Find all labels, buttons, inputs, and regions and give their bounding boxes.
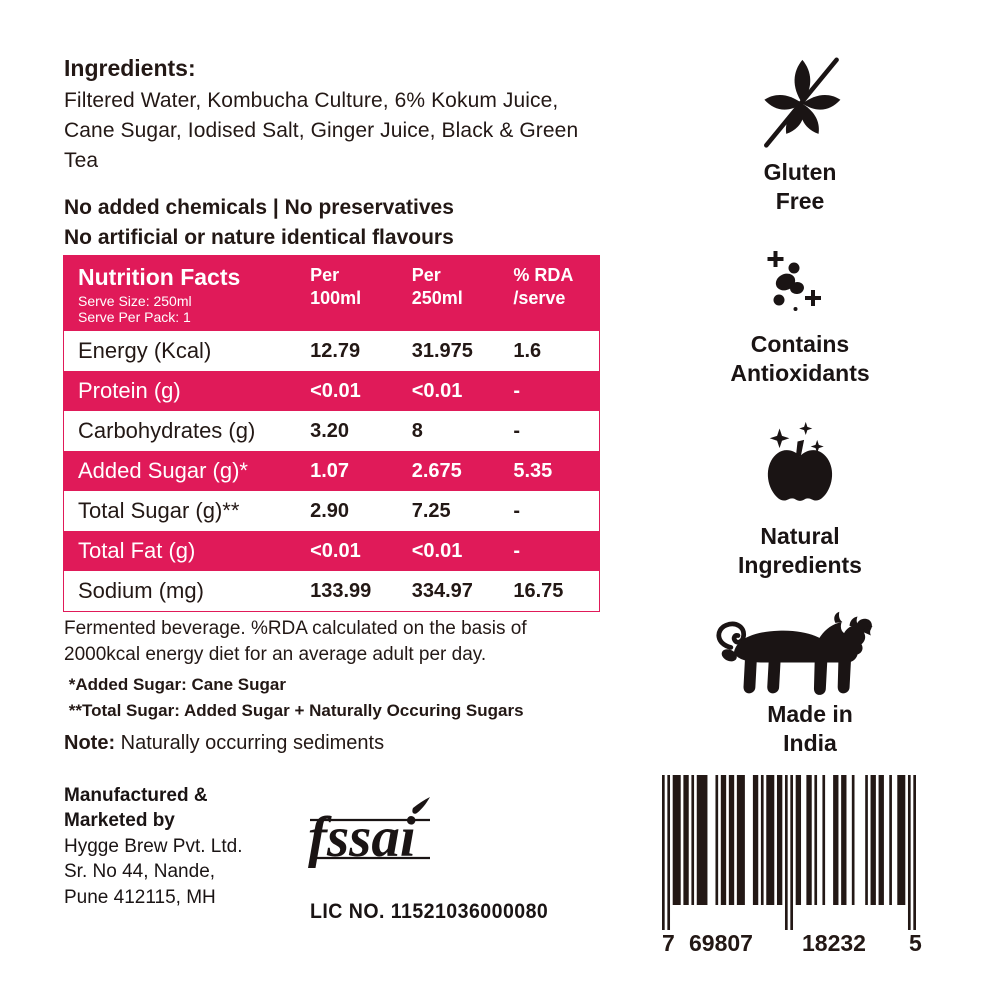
svg-text:fssai: fssai <box>308 806 416 869</box>
